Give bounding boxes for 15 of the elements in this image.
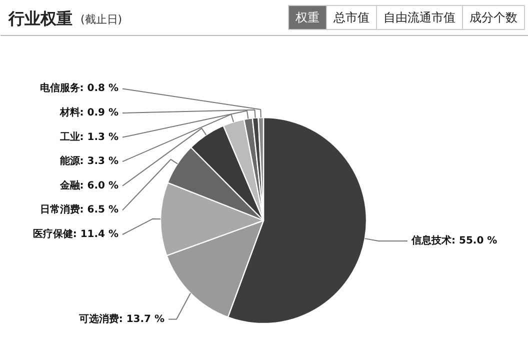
text: 成分个数 [470,10,518,24]
text: 权重 [294,10,320,24]
text: 自由流通市值 [384,10,456,24]
slice-label: 工业: 1.3 % [58,130,119,143]
chart-title: 行业权重 [8,9,72,28]
text: 总市值 [332,10,370,24]
slice-label: 信息技术: 55.0 % [410,234,498,247]
slice-label: 日常消费: 6.5 % [40,204,119,216]
slice-label: 可选消费: 13.7 % [78,312,164,325]
chart-subtitle: (截止日) [80,13,122,26]
slice-label: 材料: 0.9 % [58,106,119,118]
slice-label: 电信服务: 0.8 % [40,82,119,94]
slice-label: 能源: 3.3 % [60,155,119,168]
slice-label: 医疗保健: 11.4 % [32,228,118,240]
slice-label: 金融: 6.0 % [58,179,119,192]
